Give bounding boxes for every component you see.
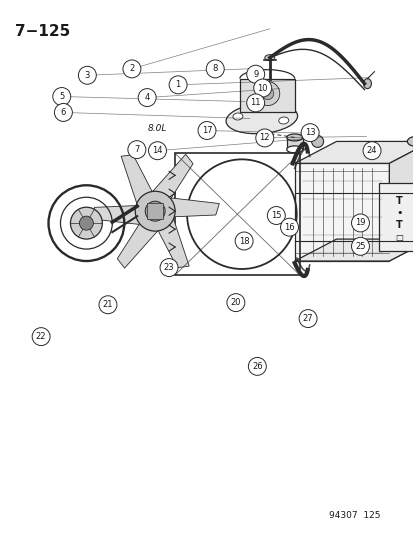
- Circle shape: [78, 66, 96, 84]
- Polygon shape: [294, 141, 413, 163]
- Text: □: □: [394, 232, 402, 241]
- Ellipse shape: [278, 117, 288, 124]
- Ellipse shape: [363, 79, 370, 88]
- Circle shape: [300, 124, 318, 142]
- Circle shape: [226, 294, 244, 312]
- Circle shape: [248, 358, 266, 375]
- Text: 17: 17: [201, 126, 212, 135]
- Text: 23: 23: [163, 263, 174, 272]
- Circle shape: [246, 65, 264, 83]
- Circle shape: [123, 60, 140, 78]
- Text: 6: 6: [61, 108, 66, 117]
- Polygon shape: [121, 155, 156, 208]
- Polygon shape: [378, 183, 413, 251]
- Text: •: •: [395, 208, 401, 218]
- Circle shape: [255, 82, 279, 106]
- Text: 14: 14: [152, 146, 162, 155]
- Text: 19: 19: [354, 219, 365, 228]
- Circle shape: [99, 296, 116, 314]
- Text: 7−125: 7−125: [14, 24, 70, 39]
- Text: 5: 5: [59, 92, 64, 101]
- Text: 24: 24: [366, 146, 376, 155]
- Circle shape: [32, 328, 50, 345]
- Text: 16: 16: [283, 223, 294, 232]
- Polygon shape: [389, 141, 413, 261]
- Polygon shape: [91, 205, 145, 225]
- Polygon shape: [294, 239, 413, 261]
- Text: 22: 22: [36, 332, 46, 341]
- Text: 1: 1: [175, 80, 180, 90]
- Text: 10: 10: [257, 84, 267, 93]
- Polygon shape: [117, 216, 161, 268]
- Polygon shape: [239, 79, 294, 111]
- Ellipse shape: [233, 113, 242, 120]
- Circle shape: [197, 122, 216, 140]
- Ellipse shape: [264, 55, 274, 61]
- Text: 4: 4: [144, 93, 150, 102]
- Ellipse shape: [286, 146, 302, 153]
- Circle shape: [280, 218, 298, 236]
- Circle shape: [235, 232, 252, 250]
- Circle shape: [311, 135, 323, 148]
- Circle shape: [299, 310, 316, 328]
- Polygon shape: [147, 203, 163, 219]
- Circle shape: [79, 216, 93, 230]
- Circle shape: [55, 103, 72, 122]
- Text: 21: 21: [102, 300, 113, 309]
- Circle shape: [160, 259, 178, 277]
- Circle shape: [135, 191, 175, 231]
- Text: 20: 20: [230, 298, 240, 307]
- Ellipse shape: [225, 103, 297, 134]
- Ellipse shape: [286, 134, 302, 141]
- Text: 9: 9: [252, 70, 258, 79]
- Text: 8.0L: 8.0L: [148, 124, 167, 133]
- Text: 8: 8: [212, 64, 217, 74]
- Text: 7: 7: [134, 145, 139, 154]
- Circle shape: [206, 60, 224, 78]
- Text: 15: 15: [271, 211, 281, 220]
- Ellipse shape: [406, 136, 413, 147]
- Circle shape: [151, 207, 159, 215]
- Text: 27: 27: [302, 314, 313, 323]
- Text: 18: 18: [238, 237, 249, 246]
- Circle shape: [138, 88, 156, 107]
- Circle shape: [148, 142, 166, 160]
- Circle shape: [70, 207, 102, 239]
- Circle shape: [351, 237, 368, 255]
- Polygon shape: [154, 214, 189, 268]
- Circle shape: [53, 87, 71, 106]
- Circle shape: [145, 201, 165, 221]
- Text: 25: 25: [354, 242, 365, 251]
- Circle shape: [261, 87, 273, 100]
- Circle shape: [169, 76, 187, 94]
- Circle shape: [253, 79, 271, 97]
- Text: 12: 12: [259, 133, 269, 142]
- Polygon shape: [294, 163, 389, 261]
- Polygon shape: [286, 138, 302, 149]
- Text: 3: 3: [84, 71, 90, 80]
- Polygon shape: [149, 154, 192, 206]
- Text: 13: 13: [304, 128, 315, 137]
- Text: 26: 26: [252, 362, 262, 371]
- Circle shape: [362, 142, 380, 160]
- Circle shape: [128, 141, 145, 159]
- Polygon shape: [165, 197, 219, 217]
- Text: 94307  125: 94307 125: [328, 511, 379, 520]
- Text: T: T: [395, 220, 402, 230]
- Text: T: T: [395, 196, 402, 206]
- Text: 11: 11: [250, 99, 260, 107]
- Circle shape: [267, 206, 285, 224]
- Circle shape: [255, 129, 273, 147]
- Circle shape: [351, 214, 368, 232]
- Text: 2: 2: [129, 64, 134, 74]
- Circle shape: [246, 94, 264, 112]
